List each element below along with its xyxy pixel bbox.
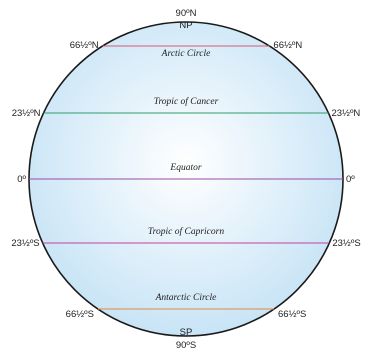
tropic-of-cancer-left-degree-label: 23½ºN (12, 108, 41, 119)
tropic-of-capricorn-label: Tropic of Capricorn (148, 226, 224, 237)
latitude-lines: Arctic Circle 66½ºN 66½ºN Tropic of Cancer 2… (11, 40, 360, 320)
equator-label: Equator (169, 163, 201, 173)
north-pole-label: NP (179, 20, 192, 31)
tropic-of-cancer-right-degree-label: 23½ºN (331, 108, 360, 119)
arctic-circle-left-degree-label: 66½ºN (70, 40, 99, 51)
equator-left-degree-label: 0º (17, 174, 26, 185)
tropic-of-capricorn-right-degree-label: 23½ºS (332, 238, 360, 249)
tropic-of-cancer-label: Tropic of Cancer (154, 96, 219, 107)
antarctic-circle-label: Antarctic Circle (155, 293, 217, 303)
arctic-circle-right-degree-label: 66½ºN (273, 40, 302, 51)
arctic-circle-label: Arctic Circle (161, 49, 211, 59)
south-pole-degrees-label: 90ºS (176, 340, 196, 351)
equator-right-degree-label: 0º (346, 174, 355, 185)
antarctic-circle-left-degree-label: 66½ºS (66, 309, 94, 320)
antarctic-circle-right-degree-label: 66½ºS (278, 309, 306, 320)
north-pole-degrees-label: 90ºN (176, 8, 197, 19)
south-pole-label: SP (180, 327, 193, 338)
tropic-of-capricorn-left-degree-label: 23½ºS (11, 238, 39, 249)
